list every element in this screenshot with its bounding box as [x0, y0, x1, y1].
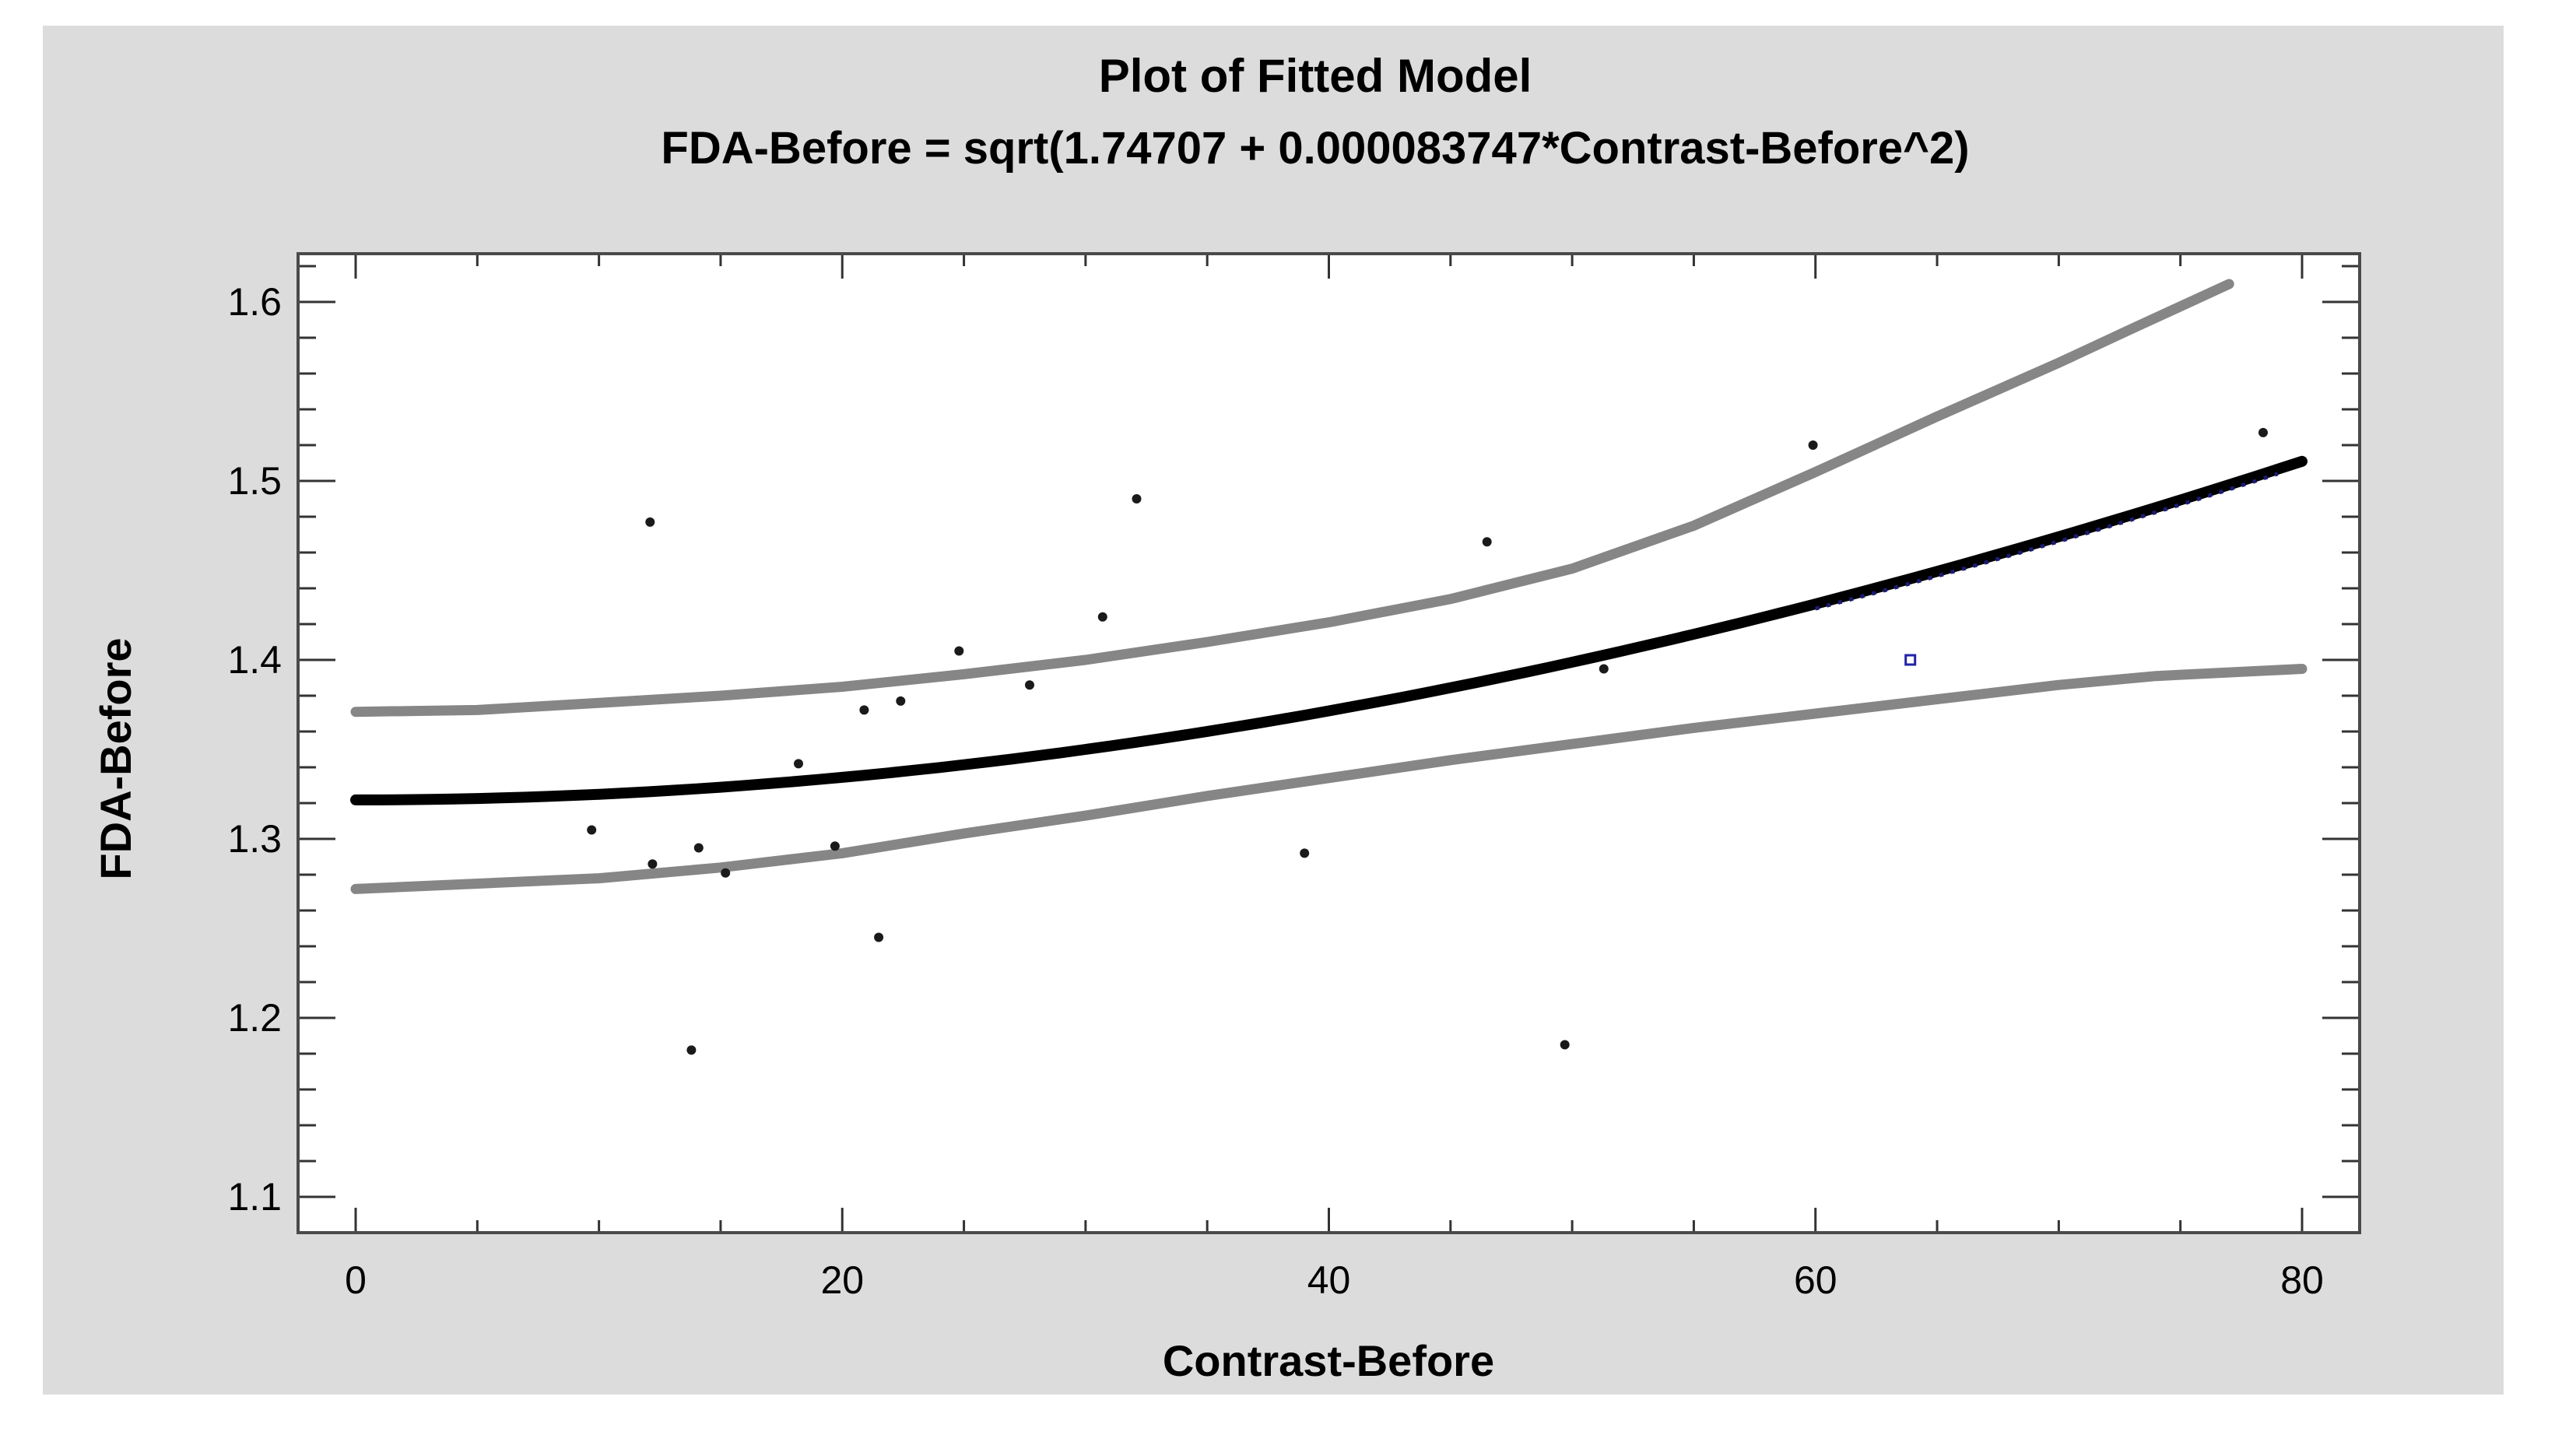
scatter-point — [1599, 664, 1609, 674]
y-tick-labels: 1.1 1.2 1.3 1.4 1.5 1.6 — [227, 280, 282, 1219]
fitted-curve — [350, 455, 2308, 805]
x-tick-label: 80 — [2280, 1258, 2324, 1302]
y-tick-label: 1.2 — [227, 996, 282, 1040]
axis-ticks — [298, 254, 2360, 1233]
plot-frame — [297, 252, 2361, 1234]
y-tick-label: 1.1 — [227, 1175, 282, 1219]
scatter-point — [2258, 427, 2268, 437]
scatter-point — [954, 646, 964, 656]
chart-title: Plot of Fitted Model — [1099, 50, 1532, 102]
scatter-point — [859, 705, 869, 715]
scatter-point — [1132, 494, 1142, 503]
scatter-point — [830, 841, 840, 851]
x-tick-label: 0 — [345, 1258, 367, 1302]
y-tick-label: 1.5 — [227, 459, 282, 503]
scatter-point — [1482, 537, 1492, 547]
x-axis-title: Contrast-Before — [1163, 1336, 1494, 1385]
scatter-point — [648, 859, 658, 869]
scatter-point — [645, 517, 655, 527]
scatter-points — [587, 427, 2268, 1055]
scatter-point — [874, 932, 884, 942]
scatter-point — [587, 825, 597, 835]
scatter-point — [1808, 440, 1818, 450]
scatter-point — [794, 759, 803, 769]
scatter-point — [1097, 612, 1107, 622]
plot-area — [298, 254, 2360, 1233]
x-tick-label: 60 — [1794, 1258, 1837, 1302]
lower-confidence-band — [350, 664, 2308, 894]
y-tick-label: 1.4 — [227, 638, 282, 682]
forecast-dotted-overlay — [1815, 472, 2279, 611]
chart-equation: FDA-Before = sqrt(1.74707 + 0.000083747*… — [661, 123, 1969, 174]
scatter-point — [693, 843, 704, 853]
scatter-point — [686, 1045, 697, 1055]
special-open-square-marker — [1904, 654, 1917, 666]
y-tick-label: 1.3 — [227, 817, 282, 861]
x-tick-labels: 0 20 40 60 80 — [345, 1258, 2324, 1302]
x-tick-label: 20 — [820, 1258, 864, 1302]
scatter-point — [1300, 848, 1310, 858]
y-tick-label: 1.6 — [227, 280, 282, 324]
scatter-point — [1025, 680, 1034, 690]
scatter-point — [896, 696, 906, 706]
y-axis-title: FDA-Before — [91, 637, 140, 879]
x-tick-label: 40 — [1307, 1258, 1351, 1302]
upper-confidence-band — [350, 279, 2234, 717]
scatter-point — [1560, 1040, 1570, 1050]
confidence-bands — [350, 279, 2308, 894]
scatter-point — [721, 868, 731, 878]
